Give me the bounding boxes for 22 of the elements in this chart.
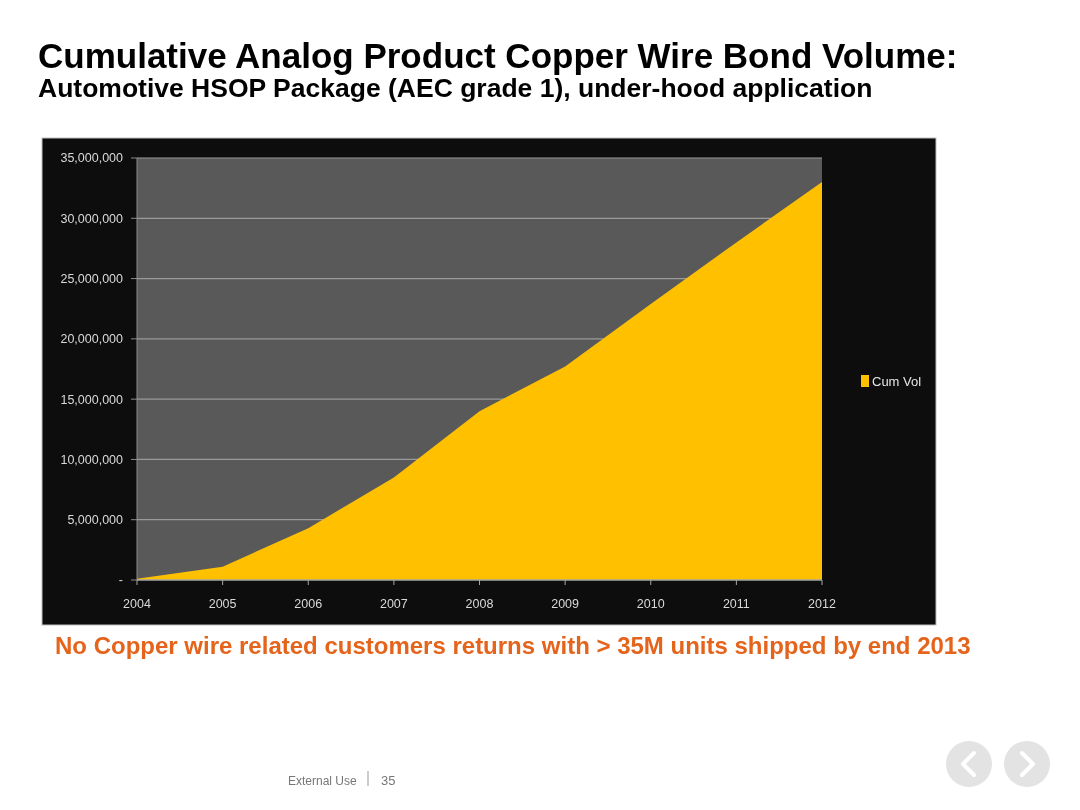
- x-tick-label: 2007: [379, 597, 408, 611]
- text: 35: [381, 773, 396, 788]
- x-tick-label: 2012: [808, 597, 836, 611]
- text: No Copper wire related customers returns with > 35M units shipped by end 2013: [55, 632, 971, 659]
- x-tick-label: 2004: [123, 597, 151, 611]
- chart-title: Cumulative Analog Product Copper Wire Bond Volume:: [38, 36, 958, 75]
- y-tick-label: 5,000,000: [67, 513, 124, 528]
- y-tick-label: 10,000,000: [60, 452, 124, 467]
- y-tick-label: 15,000,000: [60, 392, 124, 407]
- x-tick-label: 2010: [636, 597, 665, 611]
- y-tick-label: 30,000,000: [60, 211, 124, 226]
- legend-label: Cum Vol: [872, 373, 922, 389]
- x-tick-label: 2009: [551, 597, 580, 611]
- y-tick-label: 35,000,000: [60, 151, 124, 166]
- x-tick-label: 2005: [208, 597, 237, 611]
- y-tick-label: 25,000,000: [60, 271, 124, 286]
- text: External Use: [288, 774, 358, 788]
- y-tick-label: 20,000,000: [60, 332, 124, 347]
- x-tick-label: 2011: [722, 597, 750, 611]
- x-tick-label: 2006: [294, 597, 323, 611]
- y-tick-label: -: [118, 573, 123, 588]
- x-tick-label: 2008: [465, 597, 494, 611]
